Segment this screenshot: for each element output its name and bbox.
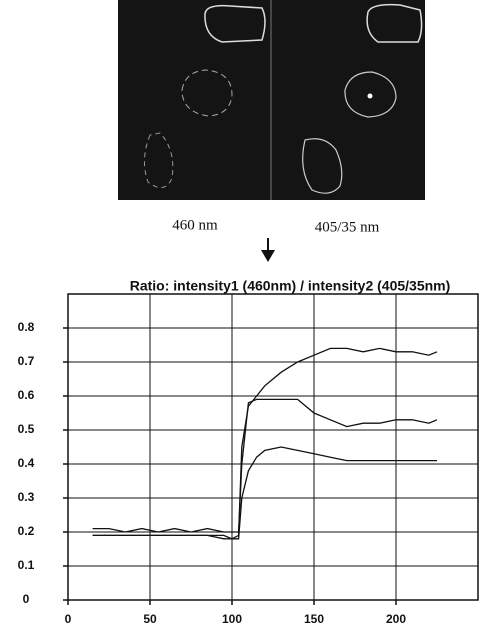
data-line [92,446,437,540]
bright-spot [367,93,373,99]
cell-outline [204,4,266,43]
x-tick-label: 100 [222,612,242,626]
y-tick-label: 0.1 [18,558,35,572]
y-tick-label: 0.3 [18,490,35,504]
cell-outline [302,138,343,194]
x-tick-label: 50 [143,612,157,626]
x-tick-label: 0 [65,612,72,626]
x-tick-label: 200 [386,612,406,626]
y-tick-label: 0.2 [18,524,35,538]
y-tick-label: 0.4 [18,456,35,470]
down-arrow [261,238,275,262]
micrograph [118,0,425,200]
y-tick-label: 0 [23,592,30,606]
x-tick-label: 150 [304,612,324,626]
cell-outline [144,132,174,189]
data-line [92,398,438,533]
y-tick-label: 0.7 [18,354,35,368]
cell-outline [344,71,397,118]
cell-outline [181,69,233,117]
y-tick-label: 0.6 [18,388,35,402]
plot-frame [67,293,479,601]
y-tick-label: 0.5 [18,422,35,436]
panel-label: 460 nm [172,217,218,233]
y-tick-label: 0.8 [18,320,35,334]
arrow-head [261,250,275,262]
cell-outline [366,3,423,43]
data-line [92,347,438,540]
panel-label: 405/35 nm [315,219,380,235]
chart-title: Ratio: intensity1 (460nm) / intensity2 (… [130,278,451,294]
